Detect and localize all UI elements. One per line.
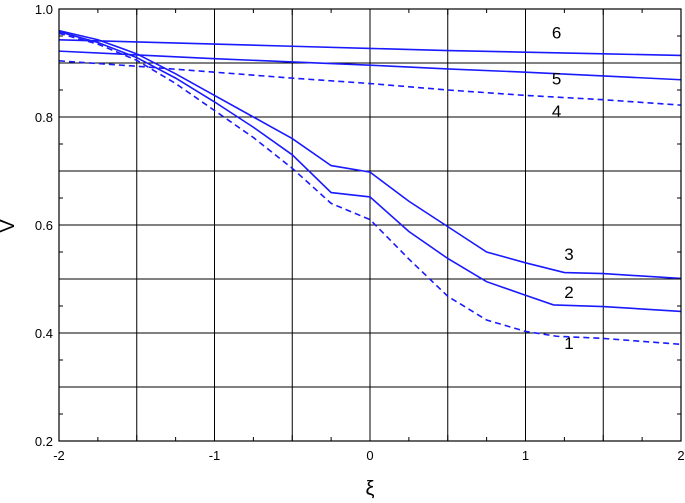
ticks xyxy=(58,8,682,442)
curve-4 xyxy=(58,60,682,106)
curve-1 xyxy=(58,32,682,346)
y-tick-label: 0.6 xyxy=(35,218,53,233)
curve-label-6: 6 xyxy=(552,24,561,43)
curve-label-5: 5 xyxy=(552,70,561,89)
curve-6 xyxy=(58,38,682,57)
curve-label-1: 1 xyxy=(564,334,573,353)
y-tick-label: 1.0 xyxy=(35,2,53,17)
y-tick-label: 0.2 xyxy=(35,434,53,449)
y-tick-label: 0.4 xyxy=(35,326,53,341)
curve-labels: 1 2 3 4 5 6 xyxy=(552,24,574,354)
y-axis-title: V xyxy=(0,219,19,233)
x-tick-label: 0 xyxy=(366,448,373,463)
curve-2 xyxy=(58,30,682,313)
x-tick-label: -1 xyxy=(209,448,221,463)
x-axis-title: ξ xyxy=(366,478,375,500)
x-tick-label: 2 xyxy=(677,448,684,463)
curves xyxy=(58,29,682,346)
grid xyxy=(59,9,681,441)
curve-label-2: 2 xyxy=(564,283,573,302)
tick-labels: -2 -1 0 1 2 0.2 0.4 0.6 0.8 1.0 xyxy=(35,2,685,463)
curve-3 xyxy=(58,29,682,280)
curve-5 xyxy=(58,50,682,81)
y-tick-label: 0.8 xyxy=(35,110,53,125)
x-tick-label: -2 xyxy=(53,448,65,463)
curve-label-4: 4 xyxy=(552,102,561,121)
x-tick-label: 1 xyxy=(522,448,529,463)
curve-label-3: 3 xyxy=(564,245,573,264)
